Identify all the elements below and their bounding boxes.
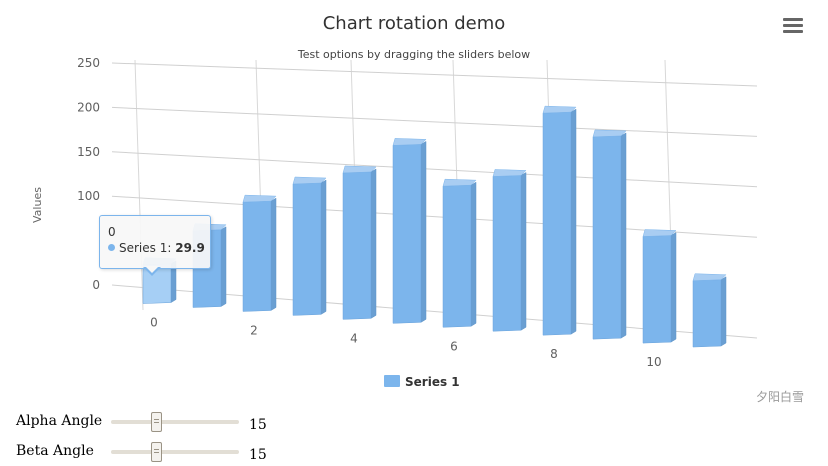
bar-top-face <box>242 194 277 203</box>
x-tick-label: 4 <box>350 331 358 345</box>
bar-side-face <box>370 168 377 319</box>
bar[interactable] <box>542 105 577 336</box>
bar-front-face <box>342 171 372 320</box>
bar[interactable] <box>292 176 327 316</box>
bar-side-face <box>620 132 627 339</box>
bar-top-face <box>442 178 477 187</box>
horizontal-gridline <box>111 62 758 87</box>
chart-svg: Chart rotation demo Test options by drag… <box>31 13 758 389</box>
bar[interactable] <box>392 138 427 324</box>
bar-side-face <box>670 232 677 343</box>
tooltip-pointer-inner <box>145 266 159 273</box>
tooltip-series-dot <box>108 244 115 251</box>
bar[interactable] <box>592 129 627 340</box>
bar-top-face <box>292 176 327 185</box>
bar-front-face <box>492 175 522 332</box>
bar-side-face <box>470 181 477 327</box>
x-tick-label: 10 <box>646 355 661 369</box>
bar-side-face <box>520 172 527 331</box>
alpha-slider-thumb[interactable] <box>151 412 162 432</box>
bar-front-face <box>692 279 722 348</box>
bar-top-face <box>542 105 577 114</box>
legend-series-1-label[interactable]: Series 1 <box>405 375 460 389</box>
bar-top-face <box>592 129 627 138</box>
chart-subtitle: Test options by dragging the sliders bel… <box>297 48 530 61</box>
legend[interactable]: Series 1 <box>384 375 460 389</box>
bar-top-face <box>392 138 427 146</box>
y-tick-label: 100 <box>77 189 100 203</box>
y-axis-title: Values <box>31 187 44 223</box>
beta-slider-track[interactable] <box>111 442 239 462</box>
hamburger-menu-icon[interactable] <box>783 18 803 36</box>
credit-label[interactable]: 夕阳白雪 <box>755 390 804 404</box>
legend-series-1-marker[interactable] <box>384 375 400 387</box>
bar[interactable] <box>342 165 377 320</box>
bar-top-face <box>692 273 727 281</box>
y-tick-label: 200 <box>77 100 100 114</box>
tooltip-header: 0 <box>108 225 116 239</box>
x-tick-label: 2 <box>250 323 258 337</box>
beta-angle-label: Beta Angle <box>16 443 94 459</box>
bar-front-face <box>542 111 572 336</box>
alpha-angle-label: Alpha Angle <box>16 413 103 429</box>
bar-front-face <box>592 135 622 340</box>
tooltip-value: 29.9 <box>175 241 205 255</box>
bar-side-face <box>220 226 227 307</box>
bar-front-face <box>292 182 322 316</box>
chart-title: Chart rotation demo <box>323 13 506 34</box>
bar-side-face <box>420 140 427 323</box>
vertical-gridline <box>134 59 144 311</box>
bar[interactable] <box>242 194 277 312</box>
horizontal-gridline <box>111 151 758 188</box>
x-tick-label: 6 <box>450 339 458 353</box>
alpha-angle-value: 15 <box>249 417 267 433</box>
y-tick-label: 150 <box>77 145 100 159</box>
y-tick-label: 0 <box>92 278 100 292</box>
tooltip-series-label: Series 1 <box>119 241 168 255</box>
bar-side-face <box>720 276 727 347</box>
bar-front-face <box>392 144 422 324</box>
chart-container: Chart rotation demo Test options by drag… <box>31 13 804 404</box>
tooltip-row: Series 1: 29.9 <box>108 241 205 255</box>
bar[interactable] <box>642 229 677 344</box>
bar-front-face <box>442 184 472 328</box>
bar-side-face <box>570 108 577 335</box>
bar[interactable] <box>442 178 477 328</box>
bar-side-face <box>270 197 277 311</box>
alpha-slider-track[interactable] <box>111 412 239 432</box>
x-tick-label: 8 <box>550 347 558 361</box>
x-tick-label: 0 <box>150 316 158 330</box>
bar[interactable] <box>692 273 727 348</box>
beta-slider-thumb[interactable] <box>151 442 162 462</box>
bar-top-face <box>492 169 527 177</box>
beta-angle-value: 15 <box>249 447 267 463</box>
y-tick-label: 250 <box>77 56 100 70</box>
horizontal-gridline <box>111 106 758 137</box>
bar[interactable] <box>492 169 527 332</box>
bar-front-face <box>242 200 272 312</box>
bar-side-face <box>320 179 327 315</box>
tooltip: 0 Series 1: 29.9 <box>99 215 211 269</box>
bar-top-face <box>342 165 377 174</box>
bar-front-face <box>642 235 672 344</box>
bar-top-face <box>642 229 677 237</box>
